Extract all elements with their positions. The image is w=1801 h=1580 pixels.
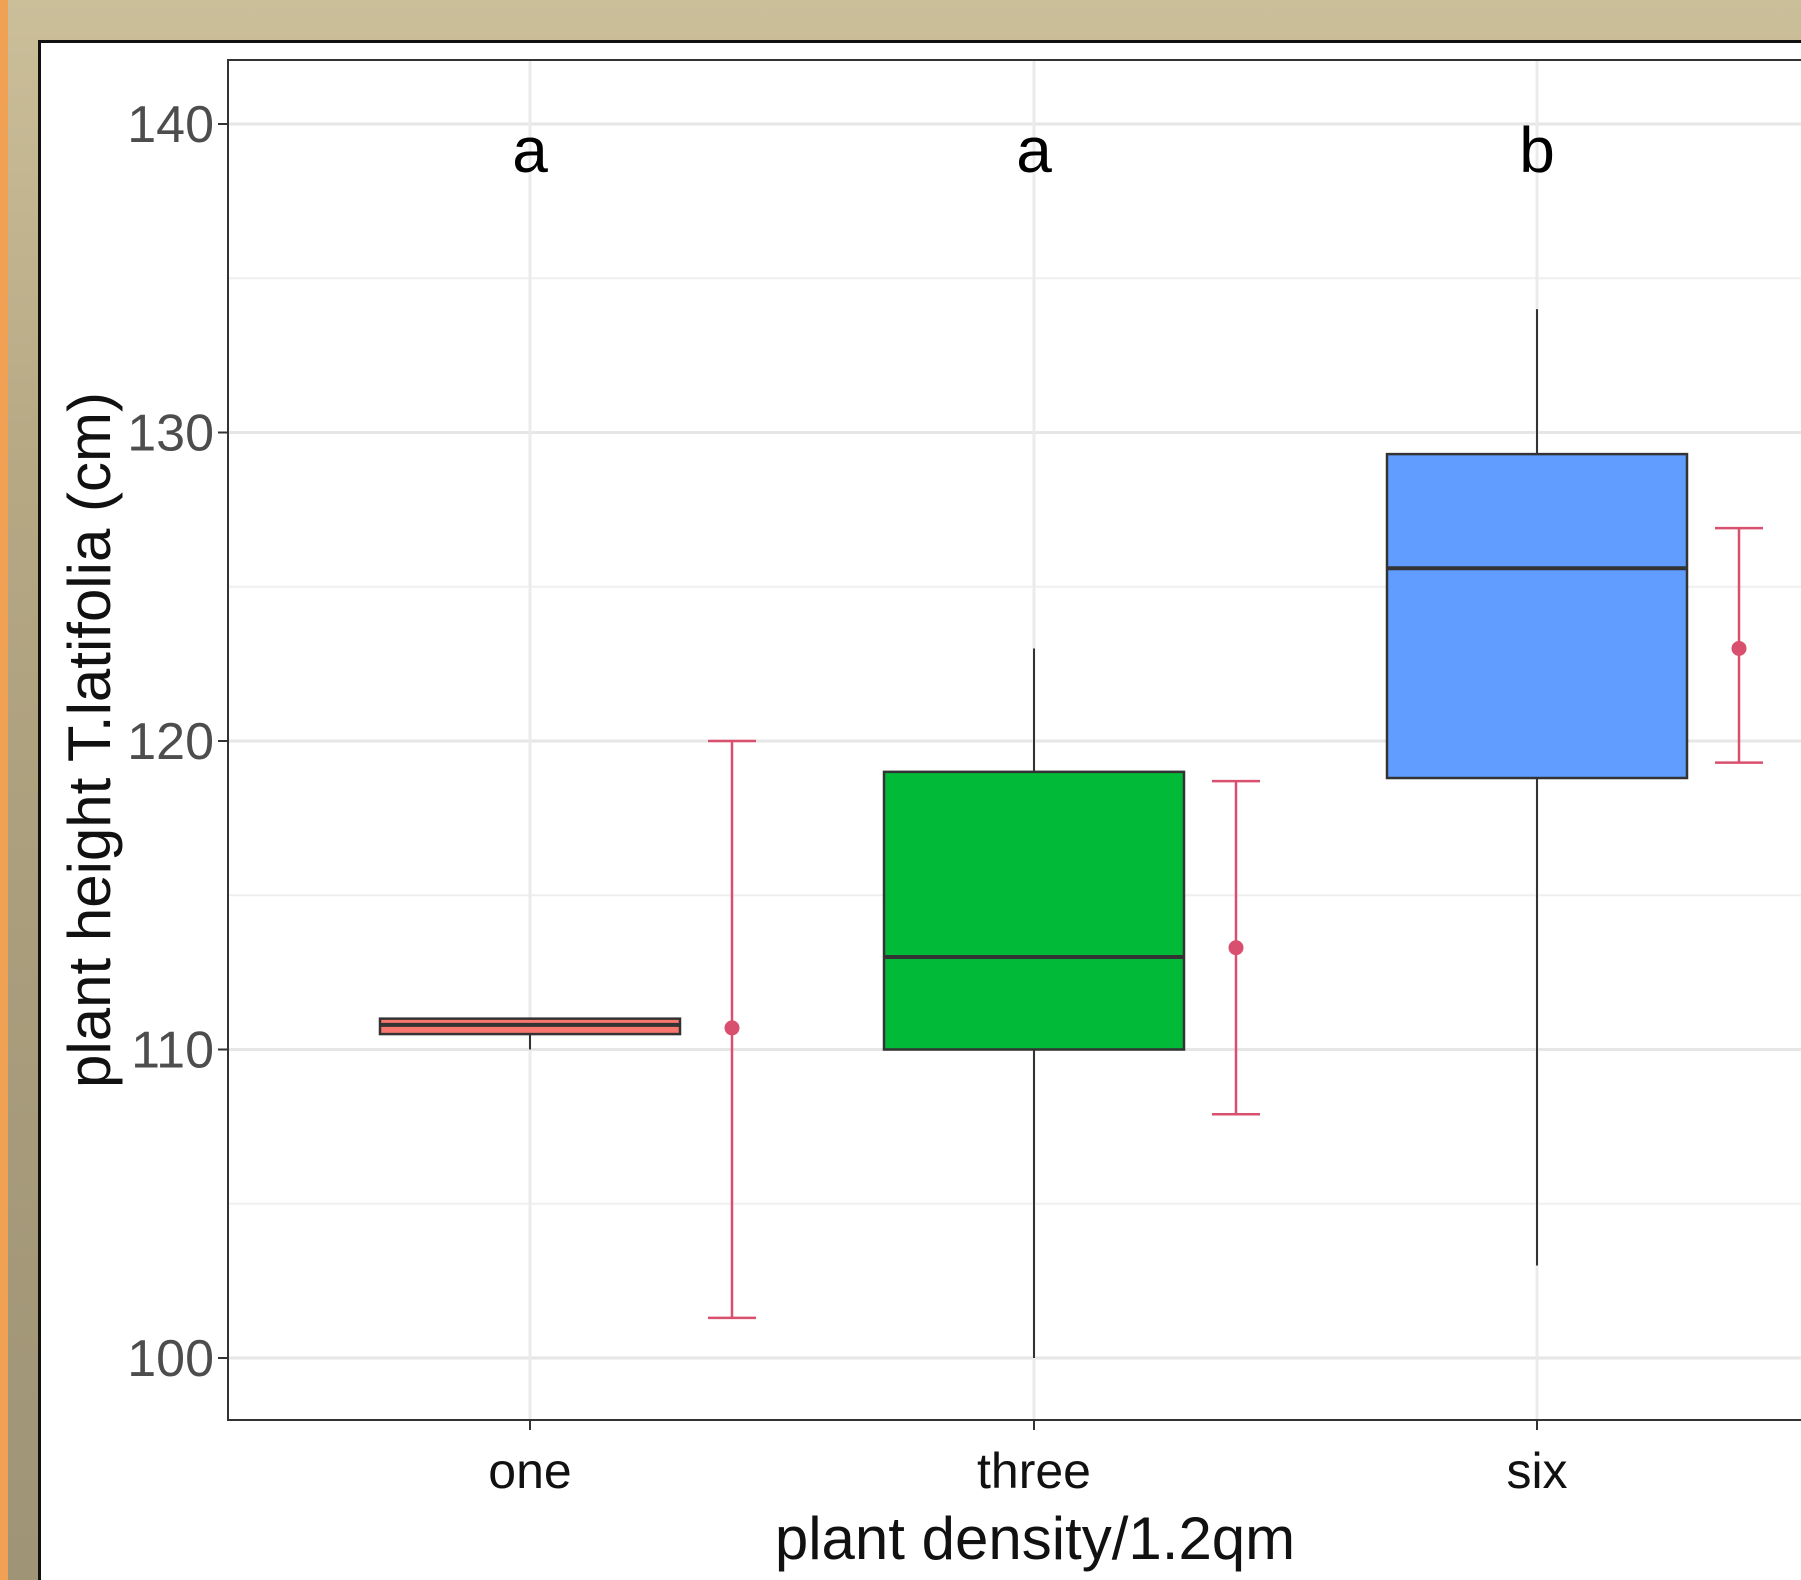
errorbar-six: [1715, 526, 1763, 764]
x-tick-label: one: [488, 1443, 571, 1499]
left-accent-strip: [0, 0, 8, 1580]
iqr-box: [882, 770, 1186, 1051]
y-tick-label: 120: [127, 713, 214, 771]
y-axis: 100 110 120 130 140: [127, 96, 228, 1388]
mean-point: [1228, 940, 1244, 956]
boxes: [378, 309, 1689, 1358]
significance-letter: b: [1519, 114, 1555, 186]
mean-point: [724, 1020, 740, 1036]
y-tick-label: 130: [127, 405, 214, 463]
x-axis-title: plant density/1.2qm: [775, 1505, 1295, 1572]
mean-point: [1731, 640, 1747, 656]
y-tick-label: 110: [131, 1022, 214, 1080]
iqr-box: [1385, 452, 1689, 780]
box-six: [1385, 309, 1689, 1266]
box-three: [882, 648, 1186, 1358]
x-tick-label: three: [977, 1443, 1091, 1499]
y-tick-label: 100: [127, 1330, 214, 1388]
y-axis-title: plant height T.latifolia (cm): [56, 392, 123, 1088]
significance-letter: a: [1016, 114, 1052, 186]
errorbar-three: [1212, 779, 1260, 1116]
mean-errorbars: [708, 526, 1763, 1320]
significance-letter: a: [512, 114, 548, 186]
errorbar-one: [708, 739, 756, 1320]
x-axis: one three six: [488, 1420, 1568, 1499]
x-tick-label: six: [1506, 1443, 1567, 1499]
box-one: [378, 1017, 682, 1050]
y-tick-label: 140: [127, 96, 214, 154]
